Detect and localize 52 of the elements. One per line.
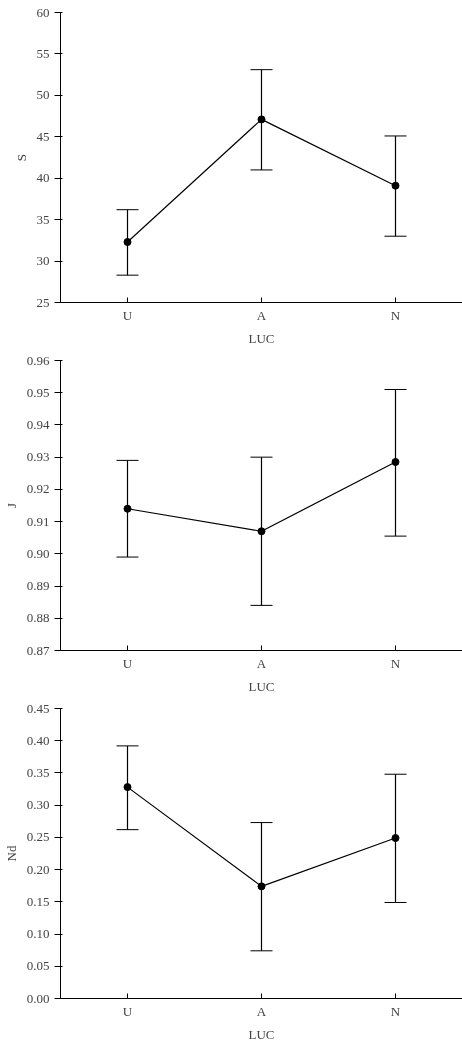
x-tick-label: N xyxy=(390,1003,401,1019)
x-tick-label: A xyxy=(256,1003,267,1019)
y-tick-label: 0.91 xyxy=(26,513,50,529)
point xyxy=(391,834,400,843)
y-axis-title: S xyxy=(13,153,29,162)
y-tick-label: 0.30 xyxy=(26,797,50,813)
y-tick-label: 0.15 xyxy=(26,893,50,909)
y-tick-label: 45 xyxy=(36,128,50,144)
point xyxy=(123,504,132,513)
y-tick-label: 25 xyxy=(36,294,50,310)
y-tick-label: 30 xyxy=(36,253,50,269)
y-tick-label: 40 xyxy=(36,170,50,186)
y-tick-label: 0.87 xyxy=(26,642,50,658)
x-axis-title: LUC xyxy=(248,330,275,346)
y-tick-label: 0.94 xyxy=(26,416,50,432)
point xyxy=(257,115,266,124)
x-tick-label: A xyxy=(256,655,267,671)
y-tick-label: 0.88 xyxy=(26,610,50,626)
y-tick-label: 0.40 xyxy=(26,732,50,748)
x-tick-label: N xyxy=(390,307,401,323)
point xyxy=(391,181,400,190)
x-tick-label: U xyxy=(122,655,133,671)
y-tick-label: 35 xyxy=(36,211,50,227)
x-tick-label: A xyxy=(256,307,267,323)
point xyxy=(391,458,400,466)
y-tick-label: 60 xyxy=(36,4,50,20)
y-tick-label: 0.25 xyxy=(26,829,50,845)
point xyxy=(123,238,132,247)
y-tick-label: 0.93 xyxy=(26,449,50,465)
y-tick-label: 0.96 xyxy=(26,352,50,368)
y-tick-label: 0.05 xyxy=(26,958,50,974)
y-tick-label: 0.89 xyxy=(26,578,50,594)
y-tick-label: 0.20 xyxy=(26,861,50,877)
y-tick-label: 0.10 xyxy=(26,926,50,942)
x-tick-label: U xyxy=(122,307,133,323)
point xyxy=(123,783,132,792)
x-tick-label: N xyxy=(390,655,401,671)
x-axis-title: LUC xyxy=(248,1026,275,1042)
y-tick-label: 0.45 xyxy=(26,700,50,716)
y-axis-title: J xyxy=(3,502,19,509)
point xyxy=(257,882,266,891)
x-axis-title: LUC xyxy=(248,678,275,694)
x-tick-label: U xyxy=(122,1003,133,1019)
y-tick-label: 0.95 xyxy=(26,384,50,400)
y-tick-label: 0.92 xyxy=(26,481,50,497)
y-tick-label: 0.90 xyxy=(26,545,50,561)
point xyxy=(257,527,266,536)
y-tick-label: 50 xyxy=(36,87,50,103)
y-axis-title: Nd xyxy=(3,845,19,862)
y-tick-label: 0.00 xyxy=(26,990,50,1006)
y-tick-label: 55 xyxy=(36,45,50,61)
y-tick-label: 0.35 xyxy=(26,764,50,780)
